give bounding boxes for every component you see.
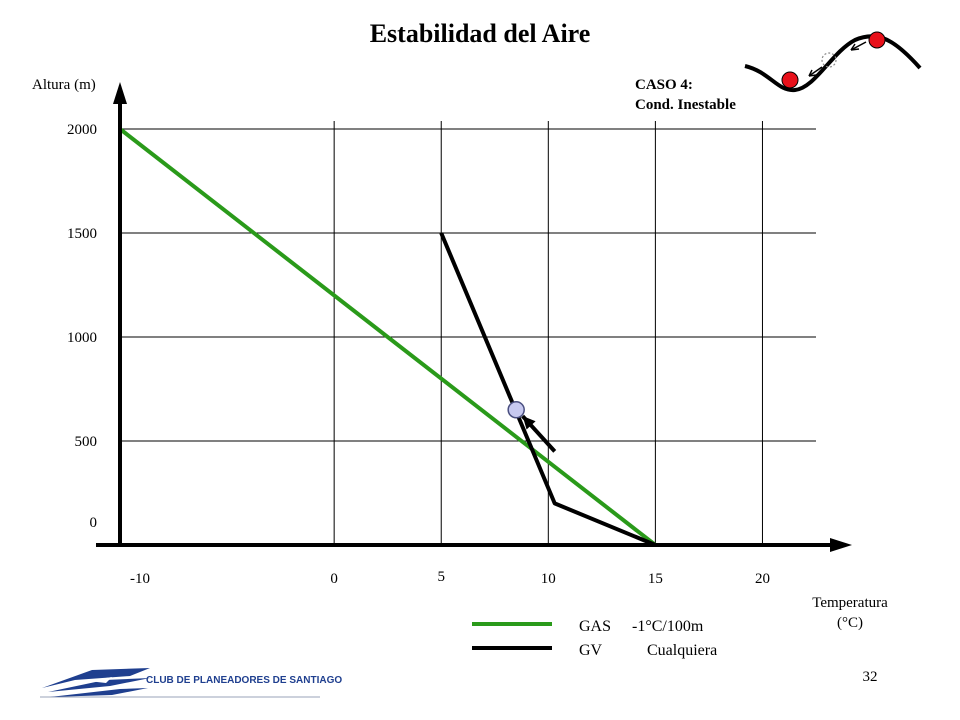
axes <box>96 82 852 552</box>
x-axis-arrowhead <box>830 538 852 552</box>
legend-value-gas: -1°C/100m <box>632 618 704 635</box>
x-tick-label: 20 <box>755 571 770 587</box>
logo-wing-mid <box>48 678 150 692</box>
air-parcel-marker <box>507 401 525 419</box>
y-tick-labels: 0 500 1000 1500 2000 <box>67 122 97 531</box>
club-logo: CLUB DE PLANEADORES DE SANTIAGO <box>40 668 342 698</box>
y-axis-label: Altura (m) <box>32 77 96 93</box>
red-ball-valley <box>781 71 799 89</box>
legend: GAS -1°C/100m GV Cualquiera <box>472 618 717 659</box>
logo-wing-top <box>42 668 150 688</box>
y-tick-label: 1000 <box>67 330 97 346</box>
parcel-arrowhead <box>522 416 536 430</box>
y-axis-arrowhead <box>113 82 127 104</box>
logo-glider-icon <box>88 677 112 683</box>
page-number: 32 <box>863 669 878 685</box>
y-tick-label: 0 <box>90 515 98 531</box>
slope-illustration <box>744 31 922 93</box>
x-tick-label: -10 <box>130 571 150 587</box>
grid <box>120 121 816 545</box>
chart-title: Estabilidad del Aire <box>370 19 591 48</box>
x-tick-label: 15 <box>648 571 663 587</box>
parcel-group <box>507 401 557 453</box>
series-line-gv <box>439 232 657 547</box>
series-lines <box>118 127 657 547</box>
logo-wing-low <box>50 688 148 697</box>
legend-name-gas: GAS <box>579 618 611 635</box>
case-label-line2: Cond. Inestable <box>635 97 736 113</box>
ghost-ball <box>821 52 837 68</box>
slope-curve <box>744 34 922 93</box>
x-tick-label: 0 <box>330 571 338 587</box>
x-axis-label-line1: Temperatura <box>812 595 888 611</box>
x-tick-label: 5 <box>437 569 445 585</box>
x-tick-label: 10 <box>541 571 556 587</box>
y-tick-label: 1500 <box>67 226 97 242</box>
series-line-gas <box>118 127 657 547</box>
x-axis-label-line2: (°C) <box>837 615 863 631</box>
case-label-line1: CASO 4: <box>635 77 693 93</box>
slope-arrow-upper <box>850 41 867 51</box>
y-tick-label: 500 <box>75 434 98 450</box>
slope-arrow-lower <box>808 66 823 77</box>
x-tick-labels: -10 0 5 10 15 20 <box>130 569 770 587</box>
red-ball-hilltop <box>868 31 886 49</box>
y-tick-label: 2000 <box>67 122 97 138</box>
club-name: CLUB DE PLANEADORES DE SANTIAGO <box>146 675 342 686</box>
legend-value-gv: Cualquiera <box>647 642 717 659</box>
legend-name-gv: GV <box>579 642 603 659</box>
